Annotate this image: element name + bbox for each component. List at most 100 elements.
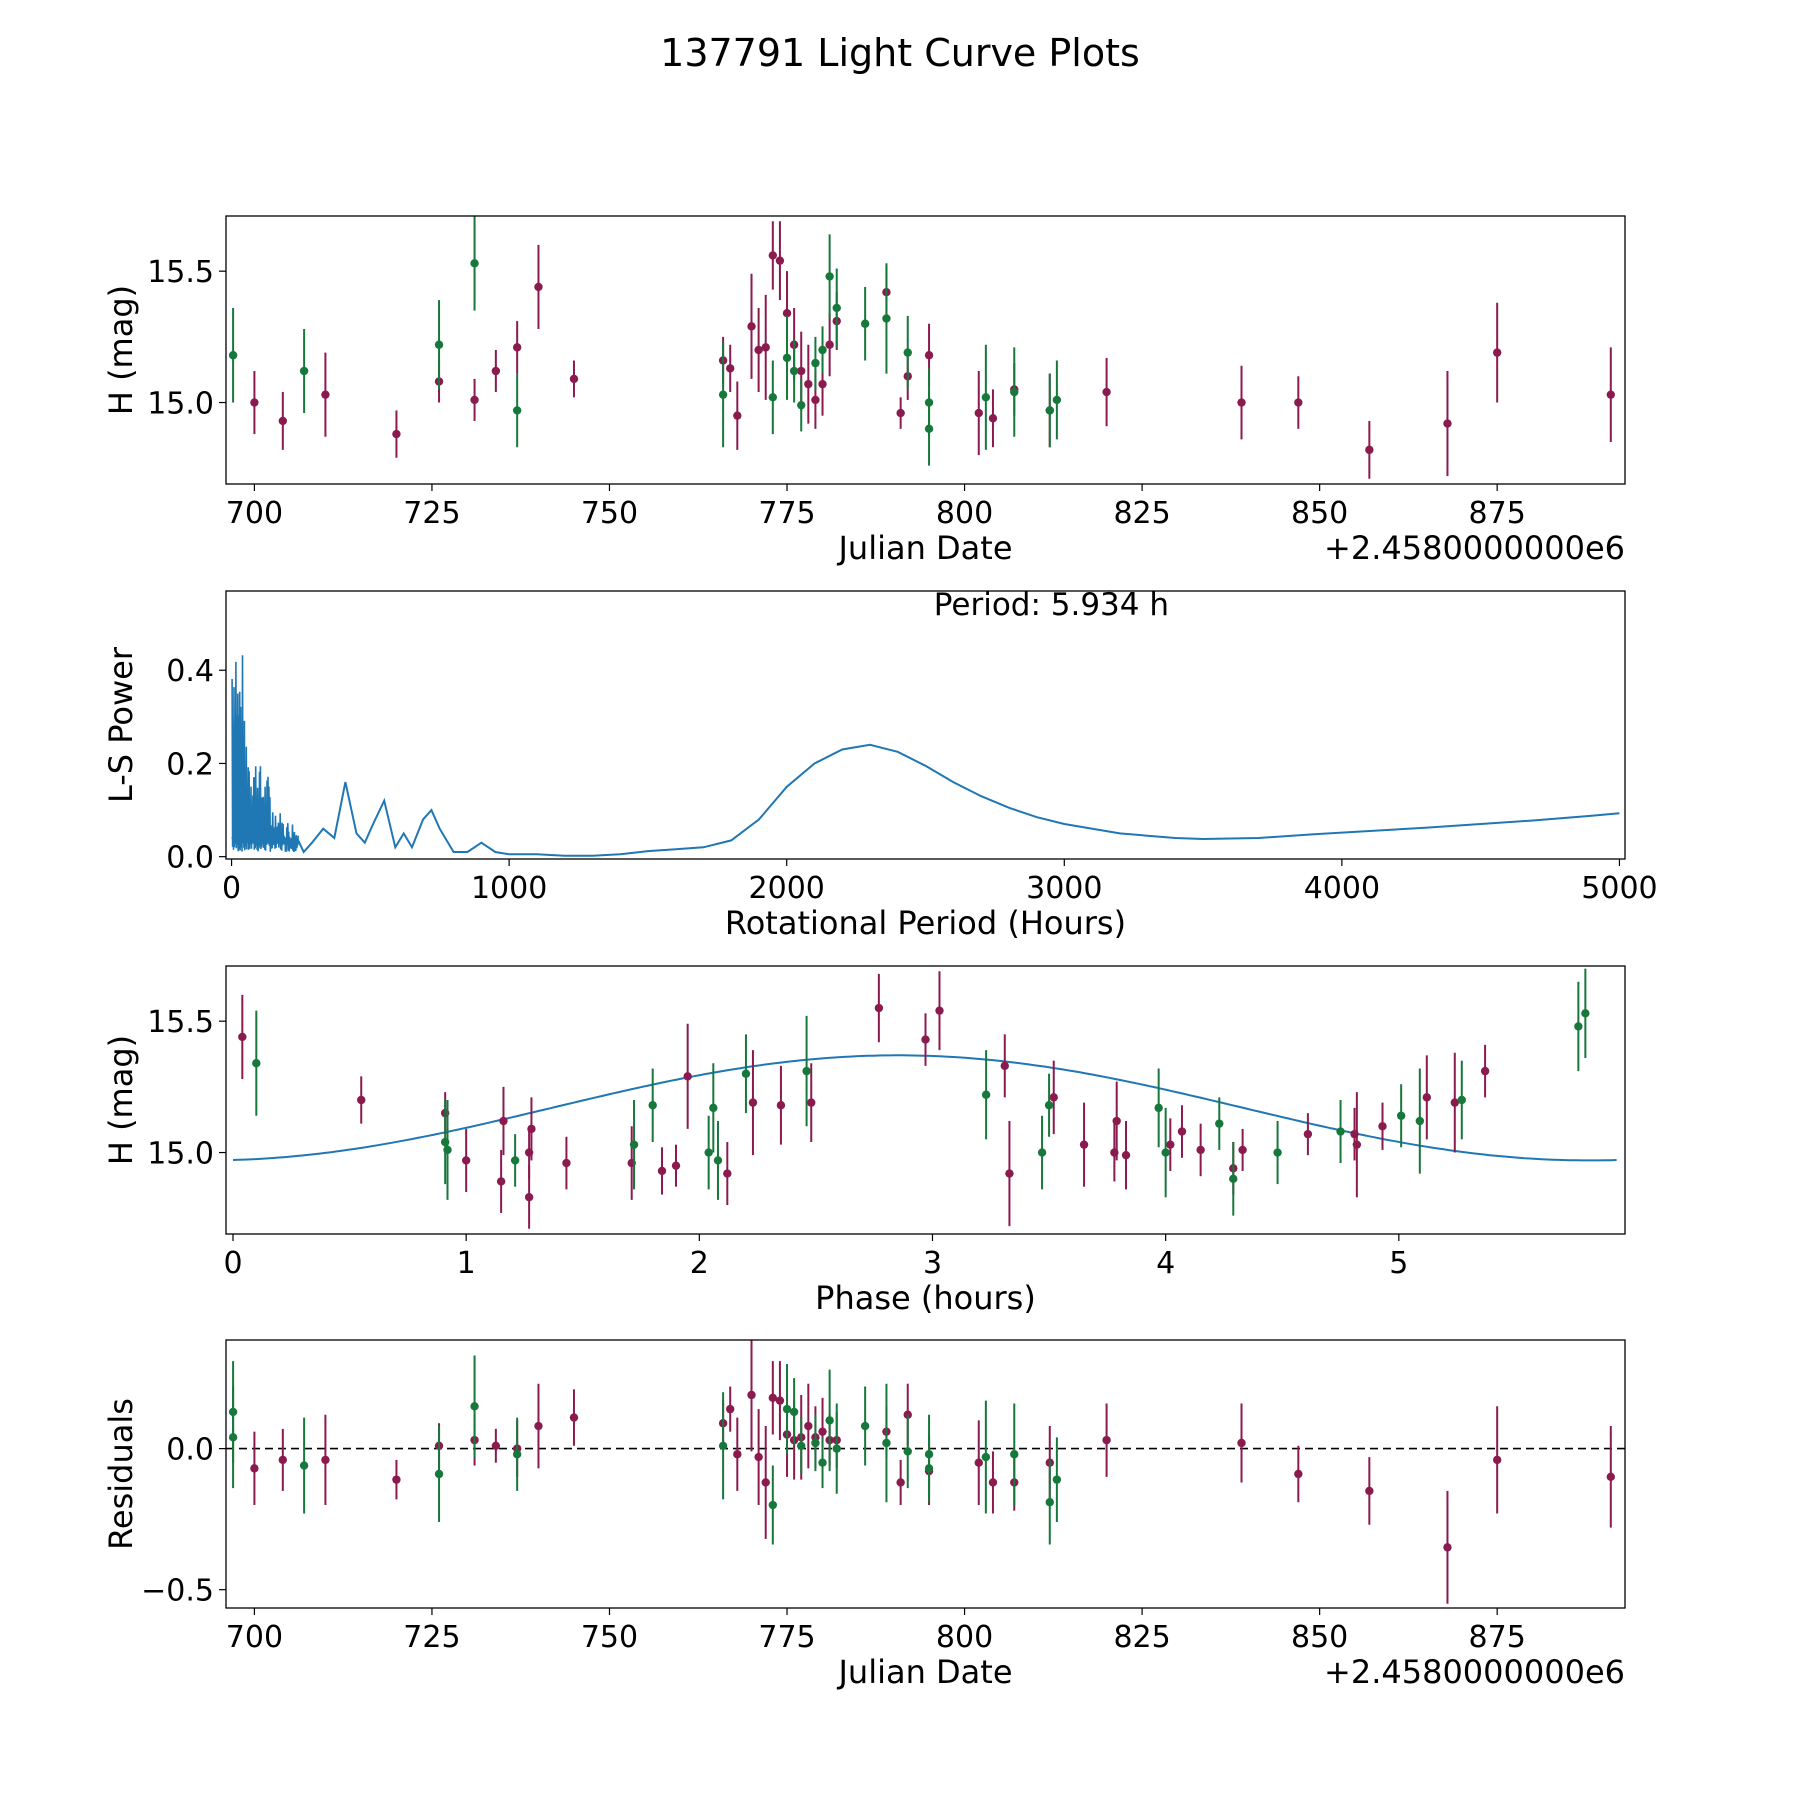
x-tick-label: 875 — [1469, 496, 1526, 531]
data-point — [1606, 390, 1615, 399]
data-point — [709, 1103, 718, 1113]
x-offset-label: +2.4580000000e6 — [1324, 529, 1625, 567]
data-point — [1196, 1145, 1205, 1155]
period-annotation: Period: 5.934 h — [934, 587, 1169, 623]
data-point — [1480, 1066, 1490, 1076]
x-tick-label: 775 — [758, 496, 815, 531]
data-point — [512, 343, 522, 352]
x-tick-label: 725 — [403, 1620, 460, 1655]
data-point — [860, 1421, 870, 1431]
data-point — [723, 1169, 732, 1178]
y-tick-label: 15.5 — [147, 1005, 214, 1040]
data-point — [882, 314, 891, 323]
data-point — [1492, 1455, 1502, 1465]
y-tick-label: −0.5 — [141, 1574, 214, 1609]
data-point — [1396, 1111, 1406, 1120]
data-point — [741, 1069, 751, 1078]
data-point — [278, 416, 288, 426]
data-point — [768, 1500, 778, 1510]
data-point — [860, 319, 870, 328]
data-point — [443, 1145, 452, 1155]
data-point — [1154, 1103, 1163, 1113]
y-axis-label: H (mag) — [102, 1035, 140, 1165]
data-point — [924, 398, 934, 407]
data-point — [782, 1404, 792, 1414]
y-tick-label: 15.5 — [147, 255, 214, 290]
data-point — [569, 374, 579, 384]
data-point — [321, 1455, 330, 1465]
axes-frame — [225, 215, 1626, 485]
data-point — [988, 1478, 998, 1487]
x-offset-label: +2.4580000000e6 — [1324, 1653, 1625, 1691]
data-point — [981, 1452, 991, 1462]
data-point — [1238, 1145, 1247, 1155]
data-point — [789, 1407, 799, 1417]
data-point — [1112, 1116, 1121, 1126]
x-tick-label: 775 — [758, 1620, 815, 1655]
chart-periodogram: 0 1000 2000 3000 4000 5000 0.0 0.2 0.4 Rotational… — [102, 587, 1658, 942]
data-point — [802, 1066, 811, 1076]
chart-light-curve: 700 725 750 775 800 825 850 875 15.0 15.5 Julian D… — [102, 215, 1626, 567]
data-point — [470, 395, 479, 405]
x-tick-label: 2 — [690, 1246, 709, 1281]
data-point — [775, 1396, 785, 1405]
data-point — [1574, 1022, 1583, 1031]
data-point — [1037, 1148, 1047, 1157]
plot-area — [226, 1340, 1625, 1604]
x-tick-label: 700 — [226, 1620, 283, 1655]
data-point — [733, 411, 742, 420]
data-point — [832, 1444, 841, 1453]
x-tick-label: 0 — [222, 871, 241, 906]
data-point — [1052, 395, 1062, 405]
data-point — [896, 408, 905, 418]
data-point — [797, 366, 806, 376]
data-point — [1045, 406, 1054, 415]
x-axis-label: Phase (hours) — [815, 1279, 1036, 1317]
data-point — [704, 1148, 713, 1157]
data-point — [1422, 1093, 1432, 1102]
data-point — [974, 408, 983, 418]
data-point — [896, 1478, 905, 1487]
x-tick-label: 700 — [226, 496, 283, 531]
data-point — [1443, 419, 1452, 428]
data-point — [935, 1006, 944, 1015]
data-point — [1457, 1095, 1466, 1105]
data-point — [470, 259, 479, 268]
data-point — [825, 272, 834, 281]
data-point — [797, 400, 806, 410]
x-tick-label: 1 — [457, 1246, 476, 1281]
data-point — [299, 366, 309, 376]
data-point — [1161, 1148, 1170, 1157]
x-tick-label: 4000 — [1304, 871, 1380, 906]
data-point — [1079, 1140, 1089, 1149]
data-point — [768, 1393, 778, 1403]
data-point — [1215, 1119, 1224, 1128]
data-point — [761, 343, 770, 352]
x-axis-label: Julian Date — [836, 1653, 1012, 1691]
data-point — [1378, 1122, 1387, 1131]
y-tick-label: 15.0 — [147, 1137, 214, 1172]
data-point — [811, 358, 820, 368]
data-point — [768, 393, 778, 402]
data-point — [1237, 398, 1246, 407]
data-point — [807, 1098, 816, 1107]
x-tick-label: 750 — [581, 496, 638, 531]
data-point — [499, 1116, 508, 1126]
data-point — [761, 1478, 770, 1487]
x-tick-label: 725 — [403, 496, 460, 531]
axes-frame — [225, 1339, 1626, 1609]
data-point — [1352, 1140, 1362, 1149]
data-point — [299, 1461, 309, 1470]
data-point — [874, 1003, 884, 1013]
data-point — [1102, 387, 1111, 397]
data-point — [733, 1450, 742, 1459]
x-tick-label: 800 — [936, 496, 993, 531]
y-tick-label: 0.0 — [166, 841, 214, 876]
data-point — [1044, 1101, 1054, 1110]
x-axis-label: Rotational Period (Hours) — [725, 904, 1126, 942]
data-point — [392, 429, 401, 439]
axes-frame — [225, 590, 1626, 860]
data-point — [1166, 1140, 1175, 1149]
axes-frame — [225, 965, 1626, 1235]
